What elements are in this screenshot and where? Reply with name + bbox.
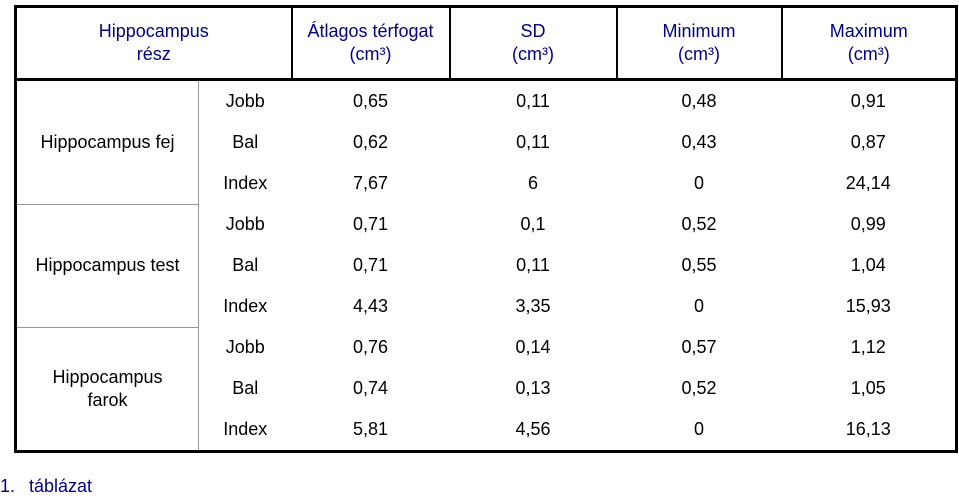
table-row: Bal 0,71 0,11 0,55 1,04	[16, 245, 957, 286]
header-text: SD	[520, 21, 546, 41]
row-label: Bal	[232, 378, 259, 398]
value-cell: 1,04	[850, 255, 886, 275]
header-cell: Hippocampus rész	[15, 6, 293, 81]
value-cell: 1,12	[850, 337, 886, 357]
value-cell: 6	[527, 173, 538, 193]
value-cell: 15,93	[845, 296, 891, 316]
header-text: (cm³)	[512, 44, 554, 64]
header-text: Maximum	[829, 21, 908, 41]
group-name: Hippocampus test	[35, 255, 180, 275]
value-cell: 0,74	[352, 378, 389, 398]
value-cell: 16,13	[845, 419, 891, 439]
value-cell: 0,57	[681, 337, 717, 357]
value-cell: 0,52	[681, 378, 717, 398]
row-label: Jobb	[225, 91, 265, 111]
value-cell: 0,11	[516, 91, 550, 111]
row-label: Index	[223, 419, 268, 439]
header-cell: Minimum (cm³)	[616, 6, 783, 81]
header-cell: Átlagos térfogat (cm³)	[291, 6, 451, 81]
value-cell: 0	[693, 296, 704, 316]
value-cell: 0,55	[681, 255, 717, 275]
table-row: Index 5,81 4,56 0 16,13	[16, 409, 957, 452]
value-cell: 24,14	[845, 173, 891, 193]
value-cell: 0,71	[352, 214, 389, 234]
data-table: Hippocampus rész Átlagos térfogat (cm³) SD (c…	[14, 5, 958, 453]
row-label: Index	[223, 296, 268, 316]
value-cell: 0,62	[352, 132, 389, 152]
value-cell: 0,99	[850, 214, 886, 234]
table-row: Hippocampus fej Jobb 0,65 0,11 0,48 0,91	[15, 79, 957, 205]
value-cell: 0,48	[681, 91, 717, 111]
table-row: Index 4,43 3,35 0 15,93	[16, 286, 957, 327]
group-name: Hippocampus	[52, 366, 163, 387]
value-cell: 0,11	[516, 255, 550, 275]
value-cell: 0	[693, 173, 704, 193]
value-cell: 7,67	[352, 173, 389, 193]
value-cell: 0,1	[520, 214, 546, 234]
value-cell: 0,65	[352, 91, 389, 111]
header-text: Átlagos térfogat	[307, 21, 434, 41]
row-label: Jobb	[225, 214, 265, 234]
group-cell: Hippocampus test	[15, 204, 199, 328]
value-cell: 1,05	[850, 378, 886, 398]
value-cell: 5,81	[352, 419, 389, 439]
group-cell: Hippocampus fej	[15, 79, 199, 205]
value-cell: 0,87	[850, 132, 886, 152]
value-cell: 4,56	[515, 419, 551, 439]
value-cell: 0,11	[516, 132, 550, 152]
value-cell: 0,43	[681, 132, 717, 152]
value-cell: 0,71	[352, 255, 389, 275]
value-cell: 0	[693, 419, 704, 439]
value-cell: 0,52	[681, 214, 717, 234]
value-cell: 0,91	[850, 91, 886, 111]
header-text: rész	[136, 44, 171, 64]
value-cell: 4,43	[352, 296, 389, 316]
caption: 1. táblázat	[0, 476, 92, 497]
table-row: Bal 0,74 0,13 0,52 1,05	[16, 368, 957, 409]
value-cell: 0,14	[515, 337, 551, 357]
header-row: Hippocampus rész Átlagos térfogat (cm³) SD (c…	[15, 6, 957, 81]
header-text: (cm³)	[349, 44, 392, 64]
header-text: Hippocampus	[98, 21, 209, 41]
group-name: Hippocampus fej	[40, 131, 175, 152]
table-row: Bal 0,62 0,11 0,43 0,87	[16, 122, 957, 163]
row-label: Jobb	[225, 337, 265, 357]
header-text: Minimum	[662, 21, 736, 41]
value-cell: 3,35	[515, 296, 551, 316]
value-cell: 0,13	[515, 378, 551, 398]
header-cell: Maximum (cm³)	[781, 6, 957, 81]
caption-text: táblázat	[29, 476, 93, 496]
table-row: Hippocampus farok Jobb 0,76 0,14 0,57 1,12	[15, 327, 957, 452]
row-label: Index	[223, 173, 268, 193]
header-cell: SD (cm³)	[449, 6, 618, 81]
group-name: farok	[87, 389, 128, 410]
value-cell: 0,76	[352, 337, 389, 357]
table-body: Hippocampus fej Jobb 0,65 0,11 0,48 0,91 Bal 0,…	[15, 79, 957, 452]
header-text: (cm³)	[847, 44, 890, 64]
row-label: Bal	[232, 255, 259, 275]
row-label: Bal	[232, 132, 259, 152]
group-cell: Hippocampus farok	[15, 327, 199, 452]
header-text: (cm³)	[678, 44, 720, 64]
table-row: Index 7,67 6 0 24,14	[16, 163, 957, 204]
table-row: Hippocampus test Jobb 0,71 0,1 0,52 0,99	[15, 204, 957, 328]
caption-text: 1.	[0, 476, 16, 496]
